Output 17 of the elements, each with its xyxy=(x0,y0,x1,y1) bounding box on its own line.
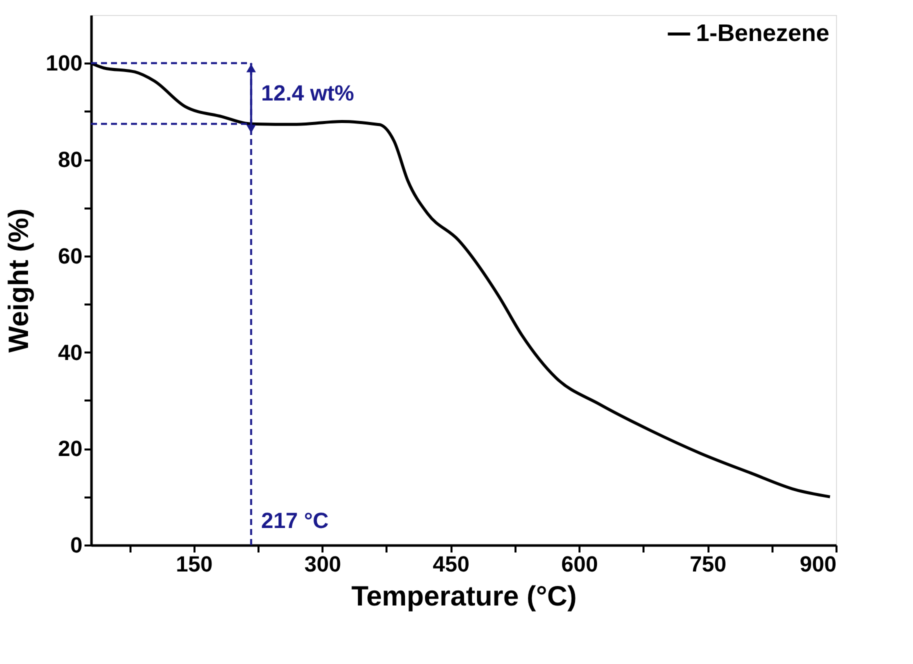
x-tick-label: 750 xyxy=(690,552,726,576)
x-tick-label: 300 xyxy=(304,552,342,576)
annotation: 12.4 wt% xyxy=(261,80,354,106)
y-axis-title: Weight (%) xyxy=(2,208,34,353)
y-tick-label: 20 xyxy=(58,436,82,462)
x-tick-label: 600 xyxy=(561,552,598,576)
legend-label: 1-Benezene xyxy=(696,20,830,47)
x-tick-label: 450 xyxy=(432,552,470,576)
y-tick-label: 0 xyxy=(70,532,82,558)
y-tick-label: 80 xyxy=(58,147,82,172)
annotation: 217 °C xyxy=(261,508,329,533)
x-tick-label: 900 xyxy=(800,552,836,576)
y-tick-label: 40 xyxy=(58,340,82,365)
x-tick-label: 150 xyxy=(176,552,213,576)
x-axis-title: Temperature (°C) xyxy=(351,580,577,612)
y-tick-label: 60 xyxy=(58,243,82,268)
y-tick-label: 100 xyxy=(46,50,82,76)
